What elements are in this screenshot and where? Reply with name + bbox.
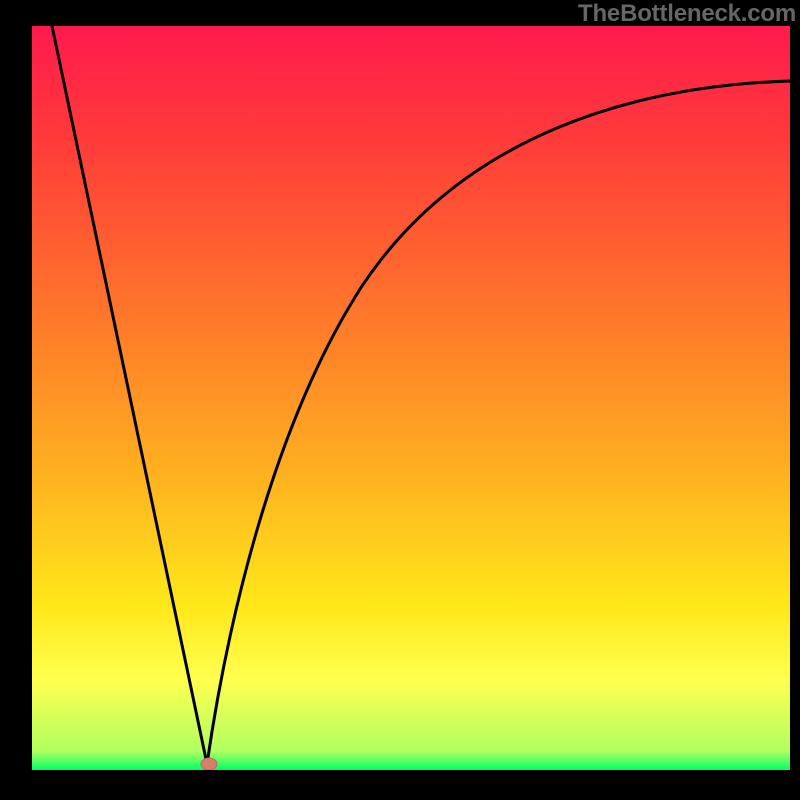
plot-area	[32, 26, 790, 770]
curve-left-branch	[52, 26, 207, 764]
minimum-marker	[201, 758, 217, 770]
watermark-text: TheBottleneck.com	[578, 0, 796, 28]
chart-frame: TheBottleneck.com	[0, 0, 800, 800]
curve-right-branch	[207, 81, 790, 764]
bottleneck-curve	[32, 26, 790, 770]
